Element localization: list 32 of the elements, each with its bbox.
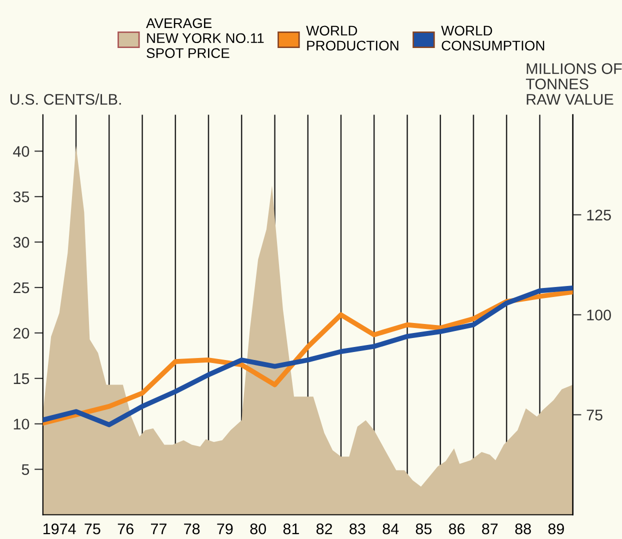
x-tick-label: 78 bbox=[184, 523, 200, 534]
x-tick-label: 80 bbox=[250, 523, 266, 534]
y-tick-label: 15 bbox=[14, 373, 30, 384]
x-tick-label: 81 bbox=[283, 523, 299, 534]
x-tick-label: 84 bbox=[382, 523, 399, 534]
y2-axis-title: MILLIONS OF TONNES RAW VALUE bbox=[526, 63, 622, 105]
legend-label: WORLD PRODUCTION bbox=[306, 26, 398, 51]
y-tick-label: 25 bbox=[14, 282, 30, 294]
y-tick-label: 5 bbox=[22, 464, 30, 475]
legend-label: WORLD CONSUMPTION bbox=[441, 26, 544, 51]
x-tick-label: 86 bbox=[448, 523, 465, 534]
x-tick-label: 77 bbox=[151, 524, 166, 534]
y-tick-label: 35 bbox=[13, 191, 30, 202]
y2-tick-label: 75 bbox=[586, 410, 602, 420]
x-tick-label: 82 bbox=[316, 523, 332, 534]
y-axis-title: U.S. CENTS/LB. bbox=[10, 94, 121, 105]
y2-tick-label: 125 bbox=[587, 210, 611, 220]
legend-label: AVERAGE NEW YORK NO.11 SPOT PRICE bbox=[146, 18, 264, 58]
y-tick-label: 20 bbox=[14, 328, 30, 339]
y-tick-label: 40 bbox=[13, 146, 30, 157]
y-tick-label: 10 bbox=[14, 418, 30, 430]
x-tick-label: 88 bbox=[515, 523, 531, 534]
x-tick-label: 85 bbox=[416, 523, 432, 534]
x-tick-label: 89 bbox=[548, 523, 564, 534]
x-tick-label: 79 bbox=[217, 523, 233, 534]
x-tick-label: 87 bbox=[482, 523, 498, 534]
y-tick-label: 30 bbox=[13, 236, 30, 248]
y2-tick-label: 100 bbox=[587, 310, 611, 320]
x-tick-label: 76 bbox=[118, 523, 134, 534]
x-tick-label: 1974 bbox=[44, 523, 76, 534]
x-tick-label: 83 bbox=[350, 523, 366, 534]
x-tick-label: 75 bbox=[84, 524, 100, 534]
